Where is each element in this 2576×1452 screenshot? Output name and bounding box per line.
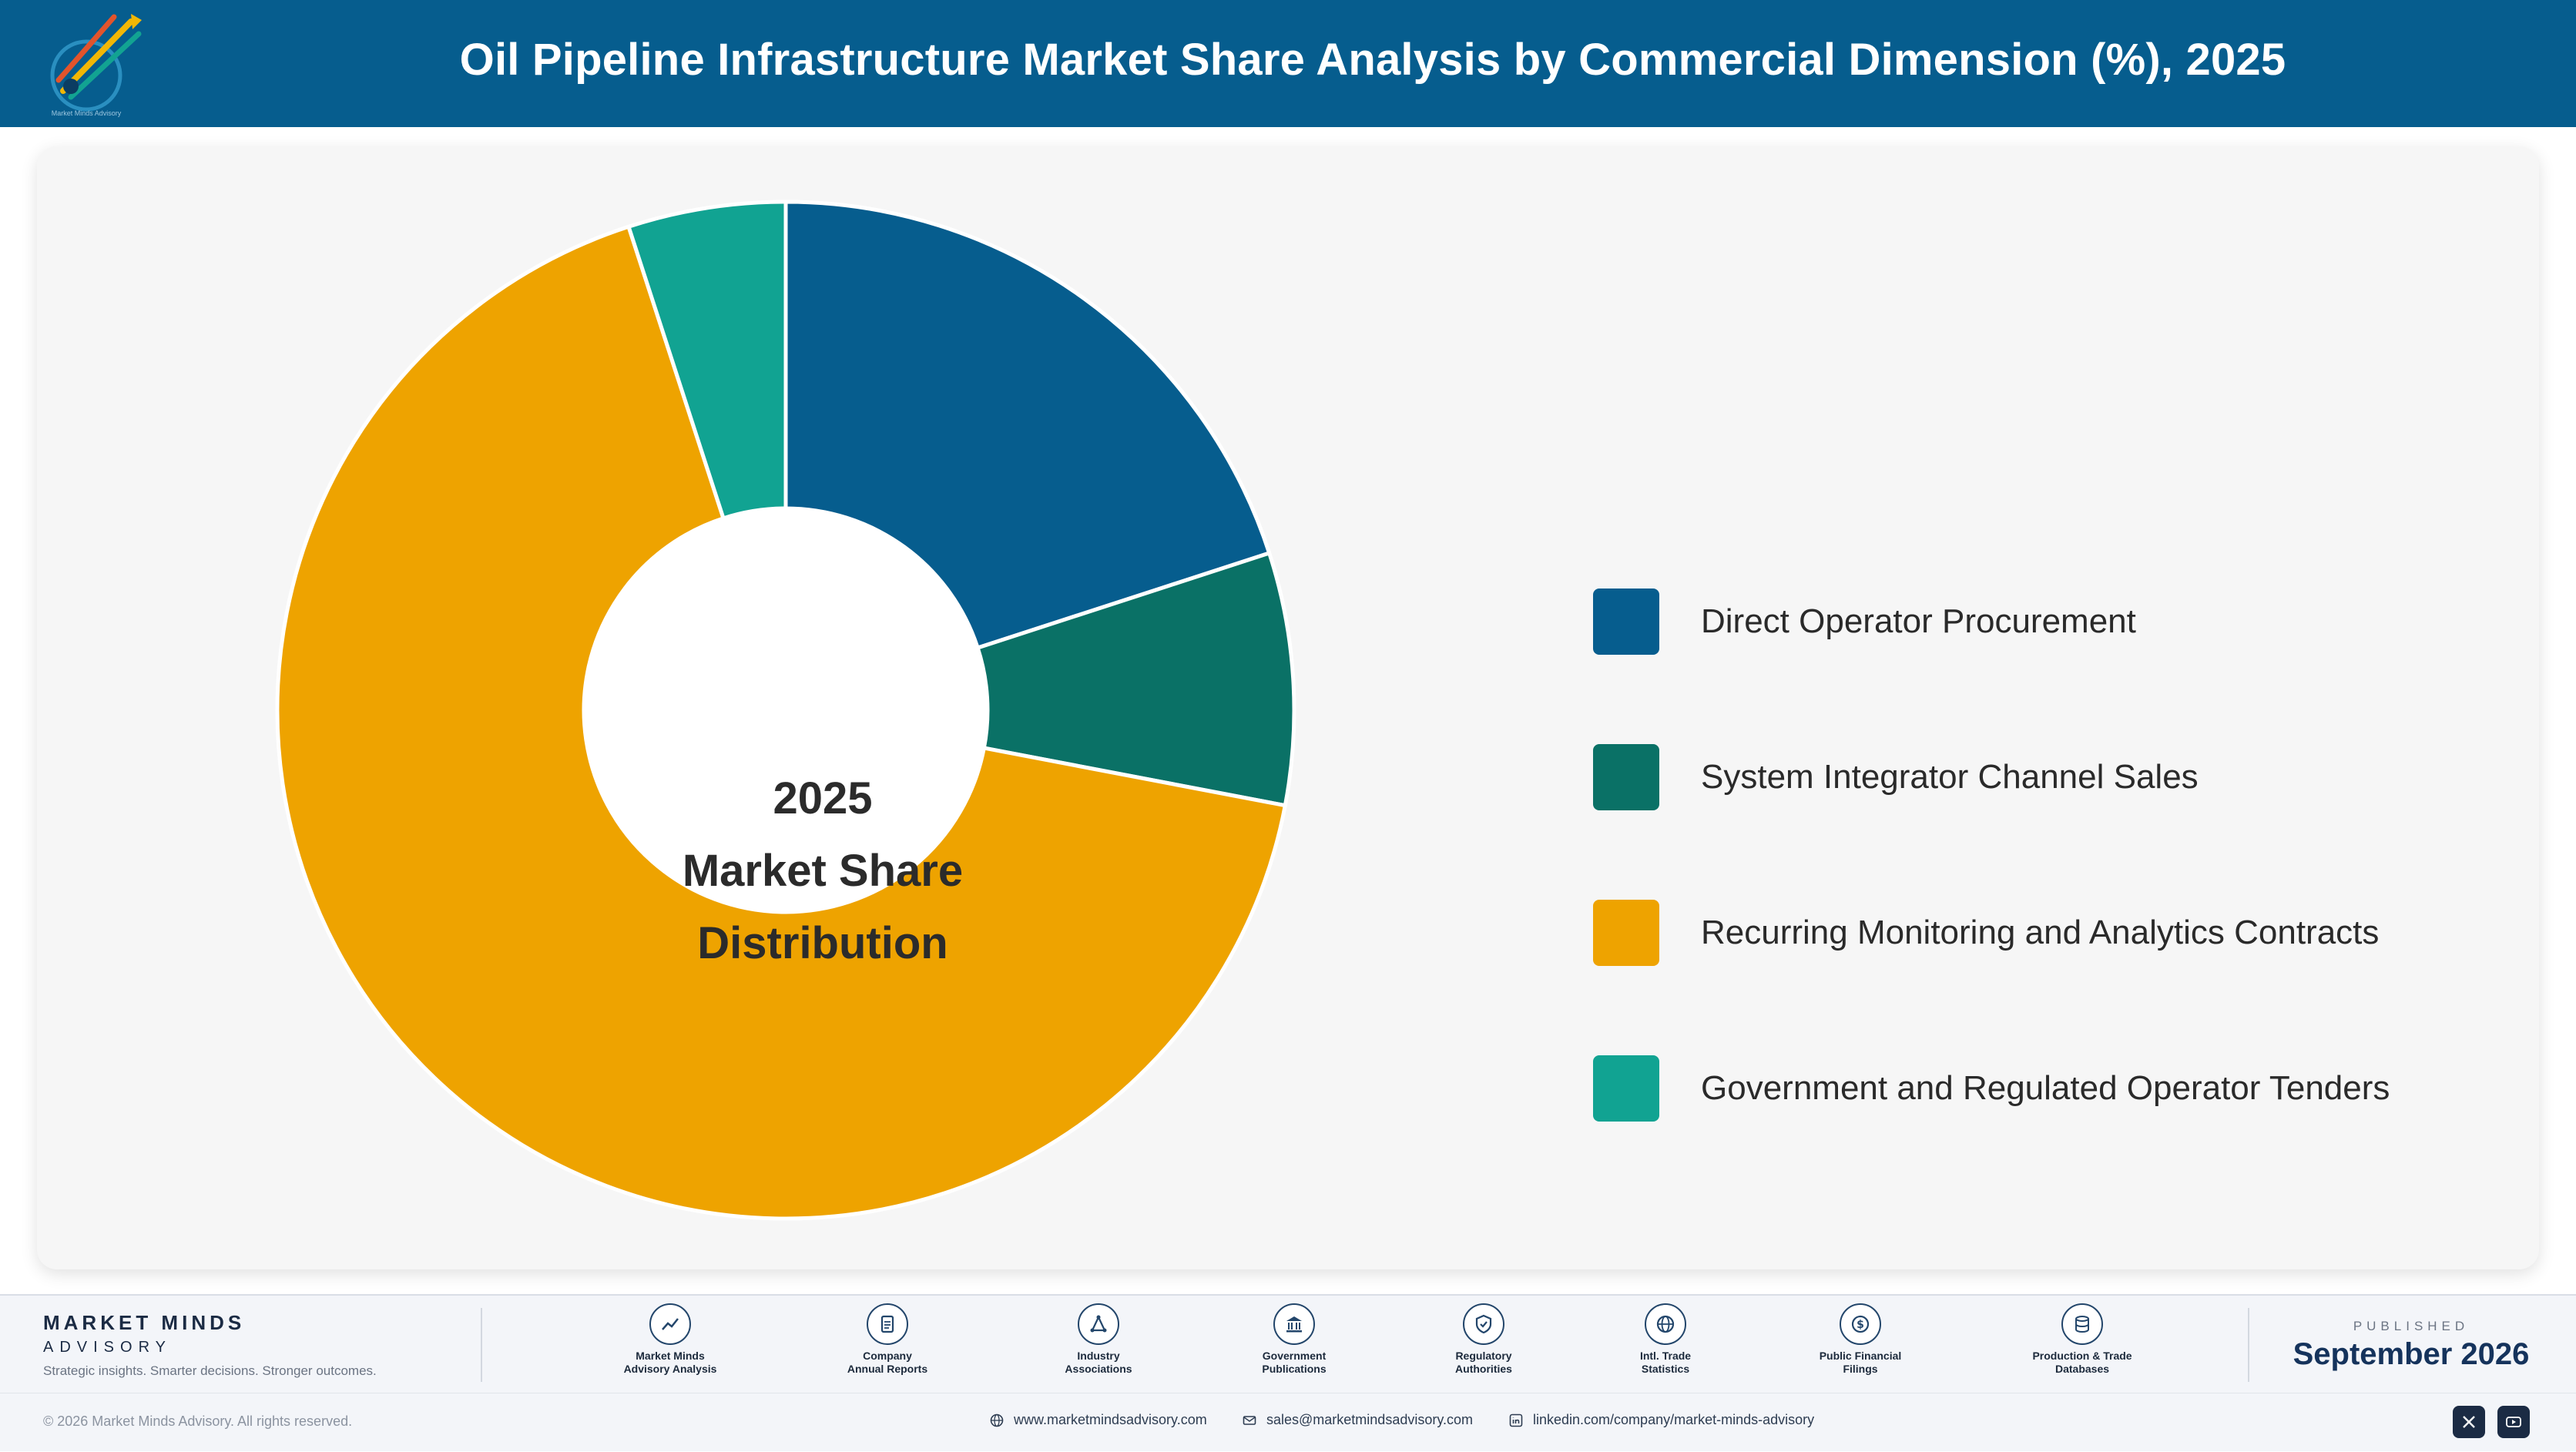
document-icon [867, 1303, 908, 1345]
legend-item-direct-operator: Direct Operator Procurement [1593, 589, 2517, 656]
source-production-databases: Production & Trade Databases [2013, 1303, 2152, 1376]
legend-label: System Integrator Channel Sales [1701, 758, 2199, 796]
chart-card: 2025 Market Share Distribution Direct Op… [37, 146, 2539, 1269]
svg-text:$: $ [1857, 1319, 1864, 1331]
published-date: September 2026 [2293, 1337, 2530, 1371]
legend-item-recurring-monitoring: Recurring Monitoring and Analytics Contr… [1593, 900, 2517, 967]
footer-bottom-bar: © 2026 Market Minds Advisory. All rights… [0, 1393, 2576, 1452]
donut-center-label: 2025 Market Share Distribution [638, 763, 1008, 980]
source-regulatory-authorities: Regulatory Authorities [1414, 1303, 1553, 1376]
source-annual-reports: Company Annual Reports [818, 1303, 957, 1376]
trend-chart-icon [649, 1303, 691, 1345]
donut-chart [275, 200, 1296, 1221]
source-advisory-analysis: Market Minds Advisory Analysis [601, 1303, 740, 1376]
footer-brand-name: MARKET MINDS [43, 1311, 246, 1334]
footer-divider [2248, 1308, 2249, 1382]
email-text: sales@marketmindsadvisory.com [1266, 1412, 1474, 1427]
legend-swatch [1593, 900, 1659, 966]
linkedin-icon [1509, 1413, 1523, 1427]
globe-icon [990, 1413, 1004, 1427]
source-label: Production & Trade Databases [2032, 1350, 2132, 1375]
source-trade-statistics: Intl. Trade Statistics [1596, 1303, 1735, 1376]
footer-brand-sub: ADVISORY [43, 1339, 172, 1356]
center-label-line2: Market Share [682, 846, 964, 896]
network-icon [1078, 1303, 1119, 1345]
source-label: Public Financial Filings [1819, 1350, 1902, 1375]
company-logo [50, 14, 142, 112]
center-label-line3: Distribution [697, 918, 948, 968]
legend-swatch [1593, 1055, 1659, 1122]
donut-hole [584, 508, 988, 912]
legend-item-government-tenders: Government and Regulated Operator Tender… [1593, 1055, 2517, 1123]
legend-label: Direct Operator Procurement [1701, 602, 2136, 640]
source-industry-associations: Industry Associations [1029, 1303, 1168, 1376]
legend-item-system-integrator: System Integrator Channel Sales [1593, 744, 2517, 812]
legend-swatch [1593, 744, 1659, 810]
footer: MARKET MINDS ADVISORY Strategic insights… [0, 1294, 2576, 1451]
dollar-circle-icon: $ [1840, 1303, 1881, 1345]
website-link[interactable]: www.marketmindsadvisory.com [989, 1412, 1207, 1428]
footer-tagline: Strategic insights. Smarter decisions. S… [43, 1363, 377, 1378]
youtube-icon [2506, 1417, 2521, 1427]
linkedin-text: linkedin.com/company/market-minds-adviso… [1533, 1412, 1815, 1427]
footer-divider [481, 1308, 482, 1382]
source-label: Government Publications [1262, 1350, 1327, 1375]
page-title: Oil Pipeline Infrastructure Market Share… [459, 35, 2286, 85]
copyright-text: © 2026 Market Minds Advisory. All rights… [43, 1413, 353, 1429]
x-icon [2463, 1416, 2475, 1428]
source-label: Market Minds Advisory Analysis [623, 1350, 717, 1375]
shield-check-icon [1463, 1303, 1504, 1345]
database-icon [2061, 1303, 2103, 1345]
source-government-publications: Government Publications [1225, 1303, 1363, 1376]
source-financial-filings: $ Public Financial Filings [1791, 1303, 1930, 1376]
legend-swatch [1593, 589, 1659, 655]
government-building-icon [1273, 1303, 1315, 1345]
source-label: Regulatory Authorities [1455, 1350, 1512, 1375]
globe-icon [1645, 1303, 1686, 1345]
legend-label: Government and Regulated Operator Tender… [1701, 1069, 2390, 1107]
published-label: PUBLISHED [2353, 1319, 2470, 1333]
linkedin-link[interactable]: linkedin.com/company/market-minds-adviso… [1508, 1412, 1814, 1428]
header-bar: Market Minds Advisory Oil Pipeline Infra… [0, 0, 2576, 127]
center-label-year: 2025 [773, 773, 873, 823]
source-label: Company Annual Reports [847, 1350, 928, 1375]
legend-label: Recurring Monitoring and Analytics Contr… [1701, 914, 2380, 951]
website-text: www.marketmindsadvisory.com [1014, 1412, 1207, 1427]
x-social-button[interactable] [2453, 1406, 2485, 1438]
source-label: Intl. Trade Statistics [1639, 1350, 1692, 1375]
logo-caption: Market Minds Advisory [51, 109, 122, 117]
source-label: Industry Associations [1065, 1350, 1132, 1375]
source-list: Market Minds Advisory Analysis Company A… [539, 1303, 2257, 1388]
email-link[interactable]: sales@marketmindsadvisory.com [1242, 1412, 1473, 1428]
mail-icon [1243, 1415, 1256, 1425]
youtube-social-button[interactable] [2497, 1406, 2530, 1438]
